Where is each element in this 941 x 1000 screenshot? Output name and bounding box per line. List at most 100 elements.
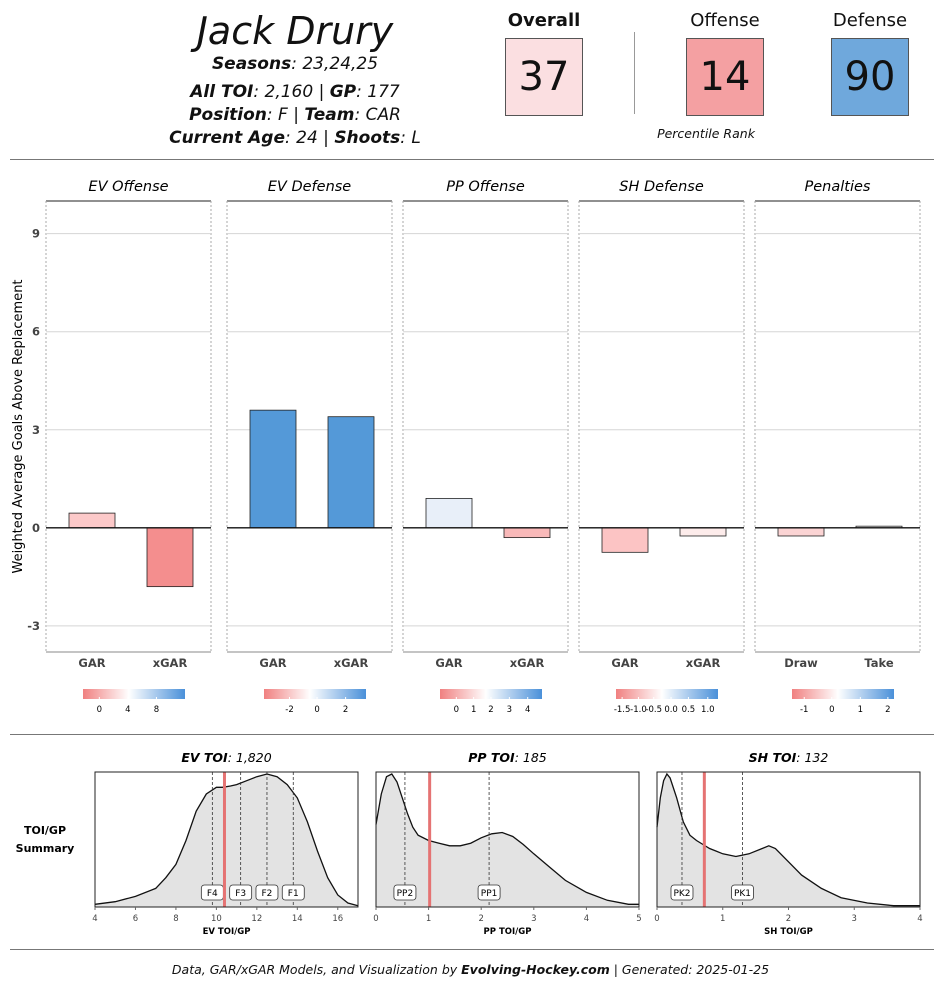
toi-panel-frame [94,771,359,908]
x-tick-label: xGAR [334,656,369,670]
footer: Data, GAR/xGAR Models, and Visualization… [0,962,941,977]
x-tick-label: 1 [720,914,725,924]
x-tick-label: xGAR [153,656,188,670]
x-tick-label: GAR [435,656,462,670]
footer-suffix: | Generated: 2025-01-25 [609,962,770,977]
line-marker-box [229,884,253,901]
offense-score: 14 [686,38,764,116]
x-tick-label: 3 [852,914,857,924]
position-label: Position [189,105,267,125]
line-marker-box [255,884,279,901]
panel-title: EV Defense [268,179,352,195]
x-tick-label: 0 [654,914,659,924]
line-marker-box [281,884,305,901]
scale-tick-label: -1 [800,705,808,715]
bar-xgar [679,527,727,537]
age-label: Current Age [169,128,285,148]
team-value: CAR [365,105,401,125]
density-area [657,774,920,907]
x-tick-label: 4 [917,914,922,924]
scale-tick-label: -1.0 [630,705,647,715]
seasons-line: Seasons: 23,24,25 [211,54,379,74]
position-value: F [278,105,288,125]
scale-tick-label: 4 [525,705,530,715]
x-tick-label: 2 [786,914,791,924]
defense-label: Defense [832,10,908,31]
position-line: Position: F | Team: CAR [189,105,401,125]
density-area [376,774,639,907]
overall-label: Overall [507,10,581,31]
scale-tick-label: 1 [858,705,863,715]
seasons-value: 23,24,25 [302,54,379,74]
scale-tick-label: 3 [507,705,512,715]
toi-panel-ev-toi: EV TOI: 1,820 F4 F3 F2 F1 4 6 8 10 12 14 16 EV TOI/G… [92,750,359,937]
seasons-label: Seasons [211,54,292,74]
x-tick-label: 4 [92,914,97,924]
density-line [656,772,920,907]
scale-tick-label: 0.0 [664,705,678,715]
percentile-label: Percentile Rank [657,126,755,141]
score-divider [634,32,635,114]
line-marker-label: F4 [207,889,218,899]
footer-divider [10,949,934,950]
panel-title: EV Offense [88,179,168,195]
scale-tick-label: 1 [471,705,476,715]
x-tick-label: 0 [373,914,378,924]
x-tick-label: 5 [636,914,641,924]
panel-sh-defense: SH Defense GAR xGAR -1.5 -1.0-0.5 0.0 0.5 1.0 [578,179,745,715]
toi-panel-sh-toi: SH TOI: 132 PK2 PK1 0 1 2 3 4 SH TOI/GP [654,750,922,937]
panel-penalties: Penalties Draw Take -1 0 1 2 [754,179,921,715]
bar-divider [10,734,934,735]
density-area [95,774,358,907]
density-line [94,773,359,907]
panel-pp-offense: PP Offense GAR xGAR 0 1 2 3 4 [402,179,569,715]
color-scale-bar [440,689,542,699]
scale-tick-label: -0.5 [645,705,662,715]
line-marker-label: F2 [262,889,273,899]
scale-tick-label: -2 [285,705,293,715]
bar-gar [68,512,116,529]
age-line: Current Age: 24 | Shoots: L [169,128,421,148]
panel-ev-offense: EV Offense GAR xGAR 0 4 8 [45,179,212,715]
line-marker-box [731,884,754,901]
x-tick-label: 12 [251,914,262,924]
scale-tick-label: 0 [314,705,319,715]
scale-tick-label: 8 [154,705,159,715]
x-tick-label: GAR [259,656,286,670]
y-tick-label: -3 [27,619,40,633]
bar-gar [601,527,649,553]
x-axis-label: PP TOI/GP [484,927,532,937]
scale-tick-label: 0 [454,705,459,715]
x-tick-label: 8 [173,914,178,924]
line-marker-box [670,884,694,901]
line-marker-label: F1 [288,889,299,899]
line-marker-label: PP2 [397,889,414,899]
bar-gar [425,497,473,529]
bar-xgar [327,416,375,529]
toi-line: All TOI: 2,160 | GP: 177 [190,82,400,102]
toi-panel-pp-toi: PP TOI: 185 PP2 PP1 0 1 2 3 4 5 PP TOI/GP [373,750,641,937]
footer-prefix: Data, GAR/xGAR Models, and Visualization… [171,962,462,977]
line-marker-label: PK2 [673,889,690,899]
panel-ev-defense: EV Defense GAR xGAR -2 0 2 [226,179,393,715]
panel-title: Penalties [805,179,871,195]
age-value: 24 [296,128,318,148]
x-tick-label: xGAR [686,656,721,670]
scale-tick-label: 2 [343,705,348,715]
y-tick-label: 3 [32,423,40,437]
color-scale-bar [616,689,718,699]
offense-label: Offense [690,10,760,31]
x-tick-label: 16 [332,914,343,924]
scale-tick-label: 0 [97,705,102,715]
toi-value: 2,160 [264,82,314,102]
color-scale-bar [83,689,185,699]
y-tick-label: 6 [32,325,40,339]
toi-panel-frame [375,771,640,908]
density-line [375,773,639,905]
line-marker-label: PP1 [481,889,498,899]
scale-tick-label: 1.0 [701,705,715,715]
x-tick-label: Take [864,656,893,670]
scale-tick-label: 2 [885,705,890,715]
panel-title: SH Defense [619,179,704,195]
